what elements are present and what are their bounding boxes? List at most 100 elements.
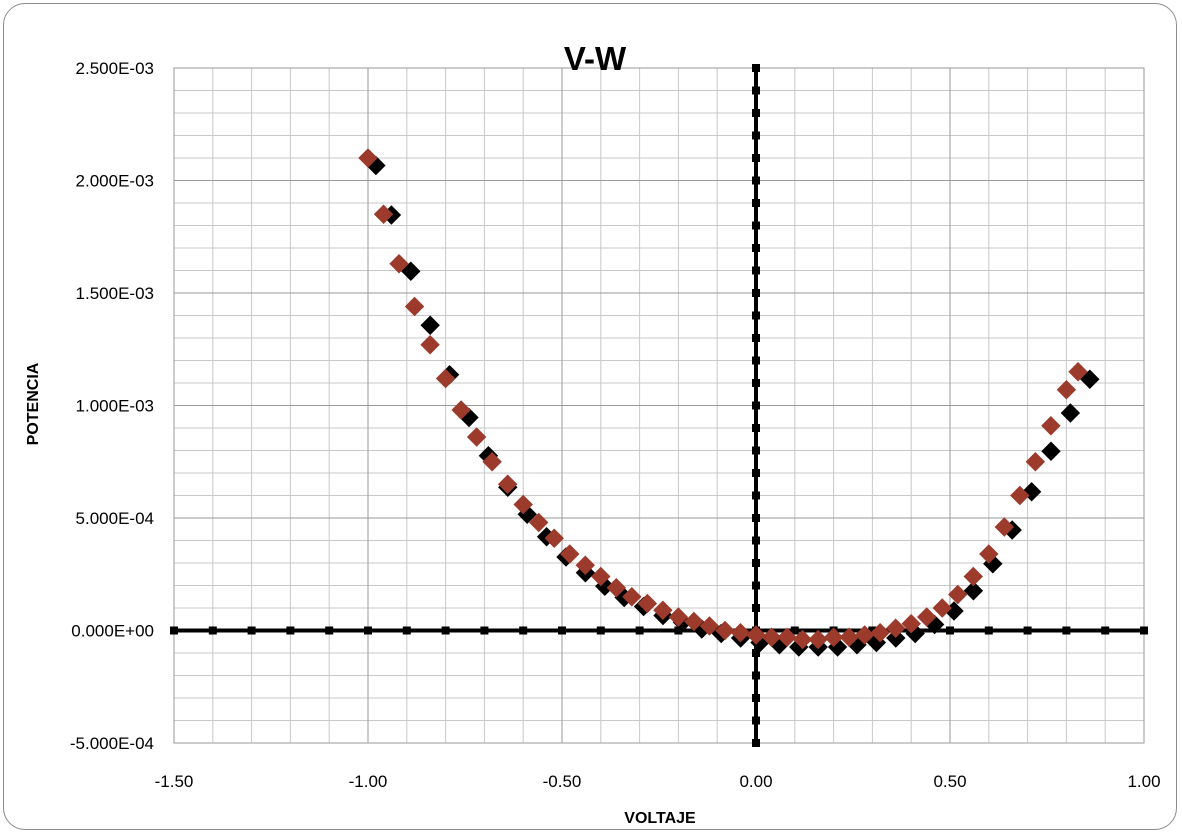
data-point-series-2: [854, 625, 875, 645]
data-point-series-2: [1041, 416, 1061, 436]
x-axis-tick-marker: [984, 626, 993, 635]
y-axis-tick-marker: [752, 289, 760, 297]
data-point-series-2: [373, 204, 394, 224]
y-axis-tick-marker: [752, 334, 760, 342]
data-point-series-2: [575, 555, 595, 575]
ticks-layer: -1.50 -1.00 -0.50 0.00 0.50 1.00 -5.000E-04 0.0…: [70, 59, 1161, 791]
y-axis-tick-marker: [752, 109, 760, 117]
y-axis-tick-marker: [752, 536, 760, 545]
y-axis-tick-marker: [752, 491, 760, 500]
y-axis-tick-marker: [752, 221, 760, 230]
y-axis-tick-marker: [752, 581, 760, 590]
y-axis-tick-marker: [752, 401, 760, 410]
data-point-series-2: [622, 587, 642, 607]
data-point-series-2: [761, 627, 782, 647]
y-axis-tick-marker: [752, 716, 760, 725]
y-axis-tick-marker: [752, 379, 760, 387]
data-point-series-1: [1080, 369, 1100, 389]
data-point-series-2: [870, 623, 890, 643]
y-tick-label: -5.000E-04: [70, 734, 154, 753]
y-tick-label: 1.500E-03: [76, 284, 154, 303]
data-point-series-2: [606, 578, 627, 598]
y-axis-tick-marker: [752, 266, 760, 275]
data-point-series-2: [963, 566, 983, 587]
y-axis-title: POTENCIA: [25, 362, 42, 445]
data-point-series-2: [948, 584, 968, 605]
x-axis-tick-marker: [480, 626, 489, 635]
data-point-series-2: [637, 593, 658, 614]
y-axis-tick-marker: [752, 604, 760, 612]
data-point-series-2: [979, 544, 999, 564]
points-layer: [358, 148, 1100, 657]
y-tick-label: 5.000E-04: [76, 509, 154, 528]
data-point-series-2: [746, 625, 766, 645]
data-point-series-2: [1025, 452, 1046, 472]
data-point-series-2: [529, 512, 549, 533]
y-tick-label: 2.000E-03: [76, 172, 154, 191]
y-axis-tick-marker: [752, 154, 760, 162]
x-axis-tick-marker: [364, 626, 372, 635]
data-point-series-1: [401, 261, 421, 281]
data-point-series-2: [591, 566, 611, 587]
x-tick-label: -1.00: [349, 772, 388, 791]
x-tick-label: 0.50: [933, 772, 966, 791]
x-axis-tick-marker: [402, 626, 411, 635]
y-axis-tick-marker: [752, 559, 760, 567]
y-axis-tick-marker: [752, 311, 760, 320]
x-axis-tick-marker: [247, 626, 256, 635]
data-point-series-2: [389, 254, 409, 274]
data-point-series-2: [544, 528, 564, 548]
data-point-series-2: [792, 629, 813, 650]
data-point-series-2: [839, 627, 859, 647]
data-point-series-2: [404, 296, 425, 317]
y-axis-tick-marker: [752, 199, 760, 207]
data-point-series-2: [715, 620, 735, 641]
y-axis-tick-marker: [752, 131, 760, 140]
grid-layer: [173, 67, 1145, 744]
data-point-series-2: [684, 611, 704, 632]
x-axis-tick-marker: [790, 626, 799, 635]
x-axis-title: VOLTAJE: [624, 810, 696, 827]
data-point-series-2: [823, 627, 844, 647]
data-point-series-2: [885, 618, 906, 638]
data-point-series-2: [730, 623, 751, 643]
data-point-series-2: [653, 600, 673, 620]
data-point-series-2: [808, 629, 828, 650]
x-tick-label: 1.00: [1127, 772, 1160, 791]
data-point-series-1: [1041, 441, 1061, 461]
data-point-series-2: [699, 616, 720, 636]
x-axis-tick-marker: [519, 626, 528, 635]
data-point-series-2: [435, 368, 456, 389]
y-axis-tick-marker: [752, 469, 760, 477]
x-axis-tick-marker: [1140, 626, 1148, 635]
y-axis-tick-marker: [752, 514, 760, 522]
x-axis-tick-marker: [635, 626, 644, 635]
x-axis-tick-marker: [325, 626, 334, 635]
x-axis-tick-marker: [596, 626, 605, 635]
data-point-series-2: [513, 494, 533, 515]
x-tick-label: -0.50: [543, 772, 582, 791]
data-point-series-2: [420, 335, 440, 355]
x-axis-tick-marker: [208, 626, 217, 635]
data-point-series-2: [451, 400, 471, 420]
y-axis-tick-marker: [752, 244, 760, 252]
data-point-series-2: [497, 474, 518, 494]
x-axis-tick-marker: [558, 626, 566, 635]
x-axis-tick-marker: [674, 626, 683, 635]
y-axis-tick-marker: [752, 176, 760, 185]
y-axis-tick-marker: [752, 64, 760, 72]
y-axis-tick-marker: [752, 739, 760, 747]
chart-frame: [3, 3, 1177, 830]
data-point-series-2: [1010, 485, 1030, 506]
x-axis-tick-marker: [1101, 626, 1110, 635]
data-point-series-2: [1056, 380, 1077, 400]
x-axis-tick-marker: [1062, 626, 1071, 635]
x-tick-label: 0.00: [739, 772, 772, 791]
chart-title: V-W: [564, 40, 627, 77]
x-axis-tick-marker: [286, 626, 295, 635]
x-axis-tick-marker: [441, 626, 450, 635]
data-point-series-2: [482, 452, 502, 472]
y-axis-tick-marker: [752, 86, 760, 95]
x-axis-tick-marker: [170, 626, 178, 635]
